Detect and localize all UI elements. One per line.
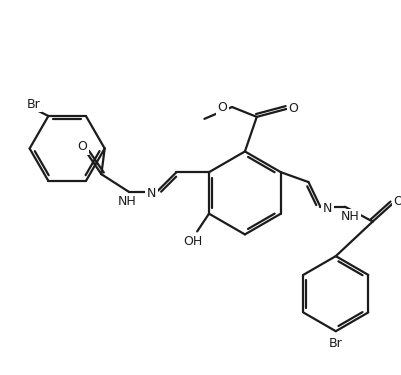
Text: Br: Br [328, 336, 342, 350]
Text: NH: NH [340, 210, 358, 223]
Text: N: N [147, 188, 156, 200]
Text: NH: NH [117, 195, 136, 208]
Text: O: O [77, 140, 87, 153]
Text: N: N [322, 202, 331, 215]
Text: O: O [393, 195, 401, 208]
Text: O: O [288, 102, 298, 116]
Text: OH: OH [183, 235, 203, 248]
Text: O: O [217, 100, 227, 114]
Text: Br: Br [26, 98, 41, 111]
